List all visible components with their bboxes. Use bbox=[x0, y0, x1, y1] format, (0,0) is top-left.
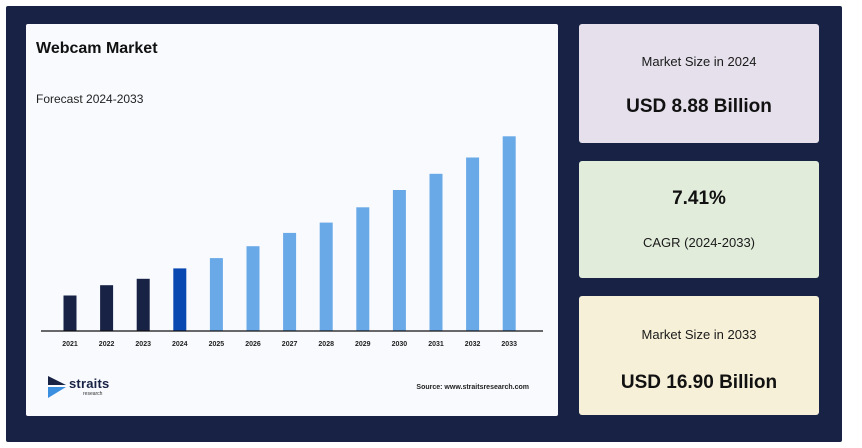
source-note: Source: www.straitsresearch.com bbox=[416, 384, 529, 391]
x-tick-label: 2021 bbox=[62, 341, 78, 348]
x-tick-label: 2032 bbox=[465, 341, 481, 348]
bar-2030 bbox=[392, 190, 406, 331]
x-tick-label: 2026 bbox=[245, 341, 261, 348]
x-tick-label: 2030 bbox=[392, 341, 408, 348]
stat-value-market-2024: USD 8.88 Billion bbox=[626, 96, 772, 117]
stat-label-cagr: CAGR (2024-2033) bbox=[643, 235, 755, 250]
chart-panel: Webcam Market Forecast 2024-2033 2021 202… bbox=[26, 24, 558, 416]
x-tick-label: 2024 bbox=[172, 341, 188, 348]
bar-2026 bbox=[246, 246, 260, 331]
bar-2023 bbox=[136, 278, 150, 331]
x-tick-label: 2022 bbox=[99, 341, 115, 348]
logo-tagline: research bbox=[83, 391, 103, 397]
stat-label-market-2024: Market Size in 2024 bbox=[641, 54, 757, 69]
stat-card-market-2033: Market Size in 2033 USD 16.90 Billion bbox=[579, 296, 819, 415]
straits-logo: straits research bbox=[46, 374, 126, 402]
logo-arrow-icon bbox=[48, 376, 66, 398]
x-tick-label: 2025 bbox=[209, 341, 225, 348]
bar-2024 bbox=[173, 268, 187, 331]
chart-subtitle: Forecast 2024-2033 bbox=[36, 92, 144, 106]
x-tick-label: 2028 bbox=[318, 341, 334, 348]
stat-card-market-2024: Market Size in 2024 USD 8.88 Billion bbox=[579, 24, 819, 143]
stat-card-cagr: 7.41% CAGR (2024-2033) bbox=[579, 161, 819, 278]
bar-2032 bbox=[466, 157, 480, 331]
bar-2027 bbox=[283, 232, 297, 331]
x-tick-label: 2027 bbox=[282, 341, 298, 348]
stat-label-market-2033: Market Size in 2033 bbox=[641, 327, 757, 342]
bar-2021 bbox=[63, 295, 77, 331]
x-tick-label: 2023 bbox=[135, 341, 151, 348]
bar-2033 bbox=[502, 136, 516, 331]
x-tick-label: 2029 bbox=[355, 341, 371, 348]
logo-name: straits bbox=[69, 376, 110, 391]
stat-value-market-2033: USD 16.90 Billion bbox=[620, 372, 778, 393]
bar-2022 bbox=[100, 285, 114, 331]
bar-2031 bbox=[429, 173, 443, 331]
stat-value-cagr: 7.41% bbox=[672, 188, 726, 209]
bar-chart: 2021 2022 2023 2024 2025 2026 2027 2028 2029 2030… bbox=[41, 136, 543, 348]
x-tick-label: 2031 bbox=[428, 341, 444, 348]
bar-2028 bbox=[319, 222, 333, 331]
chart-title: Webcam Market bbox=[36, 40, 158, 57]
x-tick-label: 2033 bbox=[501, 341, 517, 348]
bar-2025 bbox=[209, 258, 223, 331]
bar-2029 bbox=[356, 207, 370, 331]
